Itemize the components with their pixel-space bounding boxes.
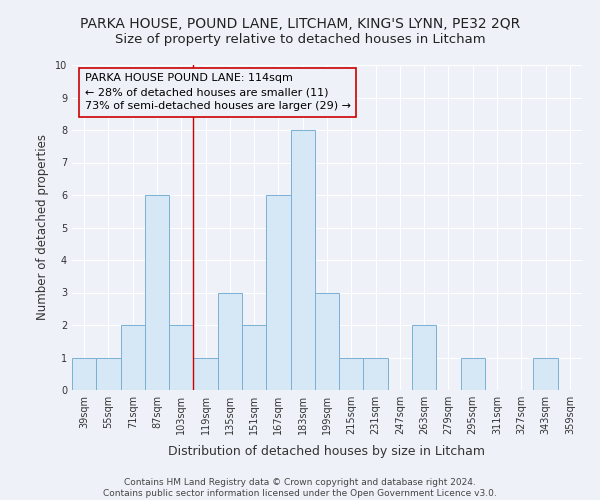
X-axis label: Distribution of detached houses by size in Litcham: Distribution of detached houses by size … <box>169 446 485 458</box>
Bar <box>266 195 290 390</box>
Bar <box>72 358 96 390</box>
Bar <box>339 358 364 390</box>
Text: PARKA HOUSE POUND LANE: 114sqm
← 28% of detached houses are smaller (11)
73% of : PARKA HOUSE POUND LANE: 114sqm ← 28% of … <box>85 73 350 111</box>
Bar <box>96 358 121 390</box>
Bar <box>461 358 485 390</box>
Text: Contains HM Land Registry data © Crown copyright and database right 2024.
Contai: Contains HM Land Registry data © Crown c… <box>103 478 497 498</box>
Bar <box>121 325 145 390</box>
Bar <box>193 358 218 390</box>
Y-axis label: Number of detached properties: Number of detached properties <box>37 134 49 320</box>
Bar <box>242 325 266 390</box>
Bar <box>218 292 242 390</box>
Bar <box>364 358 388 390</box>
Bar <box>169 325 193 390</box>
Text: PARKA HOUSE, POUND LANE, LITCHAM, KING'S LYNN, PE32 2QR: PARKA HOUSE, POUND LANE, LITCHAM, KING'S… <box>80 18 520 32</box>
Bar <box>145 195 169 390</box>
Bar <box>290 130 315 390</box>
Bar <box>315 292 339 390</box>
Bar <box>412 325 436 390</box>
Text: Size of property relative to detached houses in Litcham: Size of property relative to detached ho… <box>115 32 485 46</box>
Bar <box>533 358 558 390</box>
